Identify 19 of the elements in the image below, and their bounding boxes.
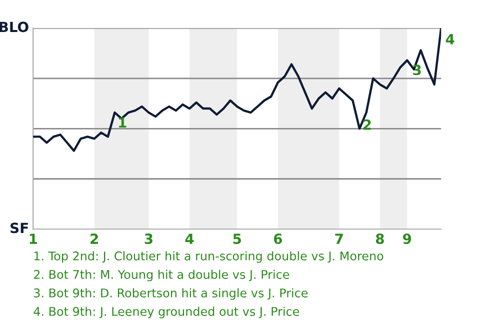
annotation: 2 — [363, 119, 371, 130]
text: 4. Bot 9th: J. Leeney grounded out vs J. Price — [34, 306, 300, 318]
x-tick-label: 8 — [376, 234, 384, 244]
text: SF — [10, 222, 28, 234]
x-tick-label: 2 — [90, 234, 98, 244]
annotation: 1 — [119, 117, 126, 128]
x-tick-label: 4 — [185, 234, 194, 244]
annotation: 3 — [413, 64, 421, 76]
text: 2. Bot 7th: M. Young hit a double vs J. Price — [34, 270, 290, 282]
x-tick-label: 6 — [274, 234, 282, 244]
x-tick-label: 5 — [233, 234, 241, 244]
x-tick-label: 1 — [30, 234, 37, 244]
text: 4 — [446, 34, 454, 44]
text: BLO — [0, 22, 28, 32]
text: 1. Top 2nd: J. Cloutier hit a run-scoring double vs J. Moreno — [34, 251, 384, 263]
x-tick-label: 3 — [144, 234, 152, 244]
x-tick-label: 7 — [335, 234, 343, 244]
x-tick-label: 9 — [403, 234, 412, 244]
text: 3. Bot 9th: D. Robertson hit a single vs J. Price — [34, 288, 308, 300]
